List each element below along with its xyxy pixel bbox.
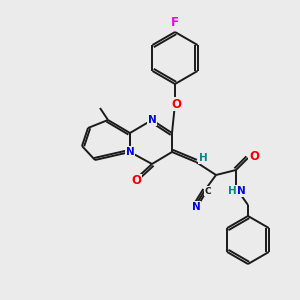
Text: O: O xyxy=(171,98,181,110)
Text: H: H xyxy=(199,153,207,163)
Text: O: O xyxy=(249,151,259,164)
Text: F: F xyxy=(171,16,179,29)
Text: C: C xyxy=(205,187,211,196)
Text: O: O xyxy=(131,175,141,188)
Text: N: N xyxy=(237,186,245,196)
Text: N: N xyxy=(192,202,200,212)
Text: N: N xyxy=(126,147,134,157)
Text: H: H xyxy=(228,186,236,196)
Text: N: N xyxy=(148,115,156,125)
